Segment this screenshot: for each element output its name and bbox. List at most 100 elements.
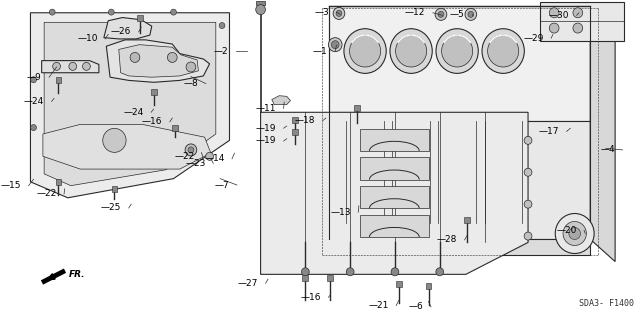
Text: —20: —20 — [556, 226, 577, 235]
Text: —16: —16 — [142, 117, 163, 126]
Circle shape — [171, 9, 177, 15]
Text: —12: —12 — [405, 8, 426, 17]
Bar — [172, 125, 178, 130]
Bar — [111, 186, 117, 192]
Circle shape — [31, 125, 36, 130]
Circle shape — [346, 268, 354, 276]
Ellipse shape — [488, 35, 518, 67]
Text: —15: —15 — [1, 181, 21, 190]
Circle shape — [556, 213, 594, 254]
Circle shape — [465, 8, 477, 20]
Circle shape — [328, 38, 342, 52]
Text: —27: —27 — [237, 279, 258, 288]
Text: —21: —21 — [369, 301, 388, 310]
Bar — [292, 117, 298, 122]
Bar — [150, 89, 157, 95]
Circle shape — [219, 23, 225, 28]
Polygon shape — [272, 96, 291, 105]
Text: —28: —28 — [436, 235, 457, 244]
Text: —8: —8 — [184, 79, 198, 88]
Circle shape — [256, 4, 266, 15]
Polygon shape — [106, 40, 209, 82]
Circle shape — [52, 62, 60, 70]
Polygon shape — [119, 45, 198, 77]
Circle shape — [468, 11, 474, 17]
Text: —16: —16 — [300, 293, 321, 302]
Polygon shape — [256, 1, 265, 5]
Circle shape — [549, 8, 559, 18]
Text: —24: —24 — [24, 97, 44, 106]
Polygon shape — [329, 239, 590, 255]
Text: SDA3- F1400: SDA3- F1400 — [579, 299, 634, 308]
Circle shape — [524, 232, 532, 240]
Circle shape — [436, 268, 444, 276]
Bar — [426, 283, 431, 288]
Circle shape — [563, 221, 586, 246]
Circle shape — [569, 227, 580, 240]
Circle shape — [336, 11, 342, 16]
Polygon shape — [104, 18, 152, 39]
Circle shape — [83, 62, 90, 70]
Text: —17: —17 — [539, 127, 559, 136]
Polygon shape — [360, 129, 429, 151]
Circle shape — [333, 7, 345, 19]
Text: —5: —5 — [450, 10, 465, 19]
Text: —25: —25 — [101, 204, 121, 212]
Circle shape — [130, 52, 140, 63]
Ellipse shape — [349, 35, 381, 67]
Circle shape — [438, 11, 444, 17]
Polygon shape — [541, 2, 625, 41]
Text: —9: —9 — [27, 73, 42, 82]
Bar — [354, 106, 360, 111]
Text: —18: —18 — [295, 116, 316, 125]
Text: —1: —1 — [313, 47, 328, 56]
Text: —10: —10 — [77, 34, 98, 43]
Circle shape — [549, 23, 559, 33]
Text: —30: —30 — [548, 11, 569, 20]
Circle shape — [69, 62, 77, 70]
Text: —23: —23 — [186, 159, 206, 168]
Text: —24: —24 — [124, 108, 143, 117]
Bar — [303, 275, 308, 281]
Polygon shape — [360, 215, 429, 237]
Polygon shape — [44, 22, 216, 186]
Circle shape — [186, 62, 196, 72]
Circle shape — [31, 77, 36, 83]
Text: —6: —6 — [409, 302, 424, 311]
Circle shape — [301, 268, 309, 276]
Polygon shape — [329, 6, 590, 121]
Text: —22: —22 — [175, 152, 195, 161]
Bar — [396, 281, 401, 287]
Ellipse shape — [344, 29, 386, 73]
Bar — [327, 275, 333, 281]
FancyArrowPatch shape — [49, 273, 60, 279]
Circle shape — [332, 41, 339, 49]
Bar — [292, 130, 298, 135]
Text: —7: —7 — [215, 181, 230, 189]
Circle shape — [391, 268, 399, 276]
Polygon shape — [360, 157, 429, 180]
Circle shape — [103, 128, 126, 152]
Circle shape — [49, 9, 55, 15]
Text: —2: —2 — [214, 47, 228, 56]
Ellipse shape — [390, 29, 432, 73]
Polygon shape — [329, 121, 590, 239]
Polygon shape — [360, 186, 429, 208]
Text: —22: —22 — [36, 189, 56, 198]
Ellipse shape — [442, 35, 473, 67]
Text: FR.: FR. — [69, 270, 86, 279]
Circle shape — [168, 52, 177, 63]
Text: —29: —29 — [524, 34, 543, 43]
Circle shape — [205, 152, 214, 160]
Circle shape — [573, 23, 582, 33]
Bar — [56, 77, 61, 83]
Text: —19: —19 — [255, 137, 276, 145]
Text: —13: —13 — [330, 208, 351, 217]
Circle shape — [524, 136, 532, 145]
Circle shape — [185, 144, 196, 156]
Polygon shape — [260, 112, 528, 274]
Text: —11: —11 — [255, 104, 276, 113]
Ellipse shape — [482, 29, 524, 73]
Circle shape — [188, 147, 194, 153]
Circle shape — [524, 200, 532, 208]
